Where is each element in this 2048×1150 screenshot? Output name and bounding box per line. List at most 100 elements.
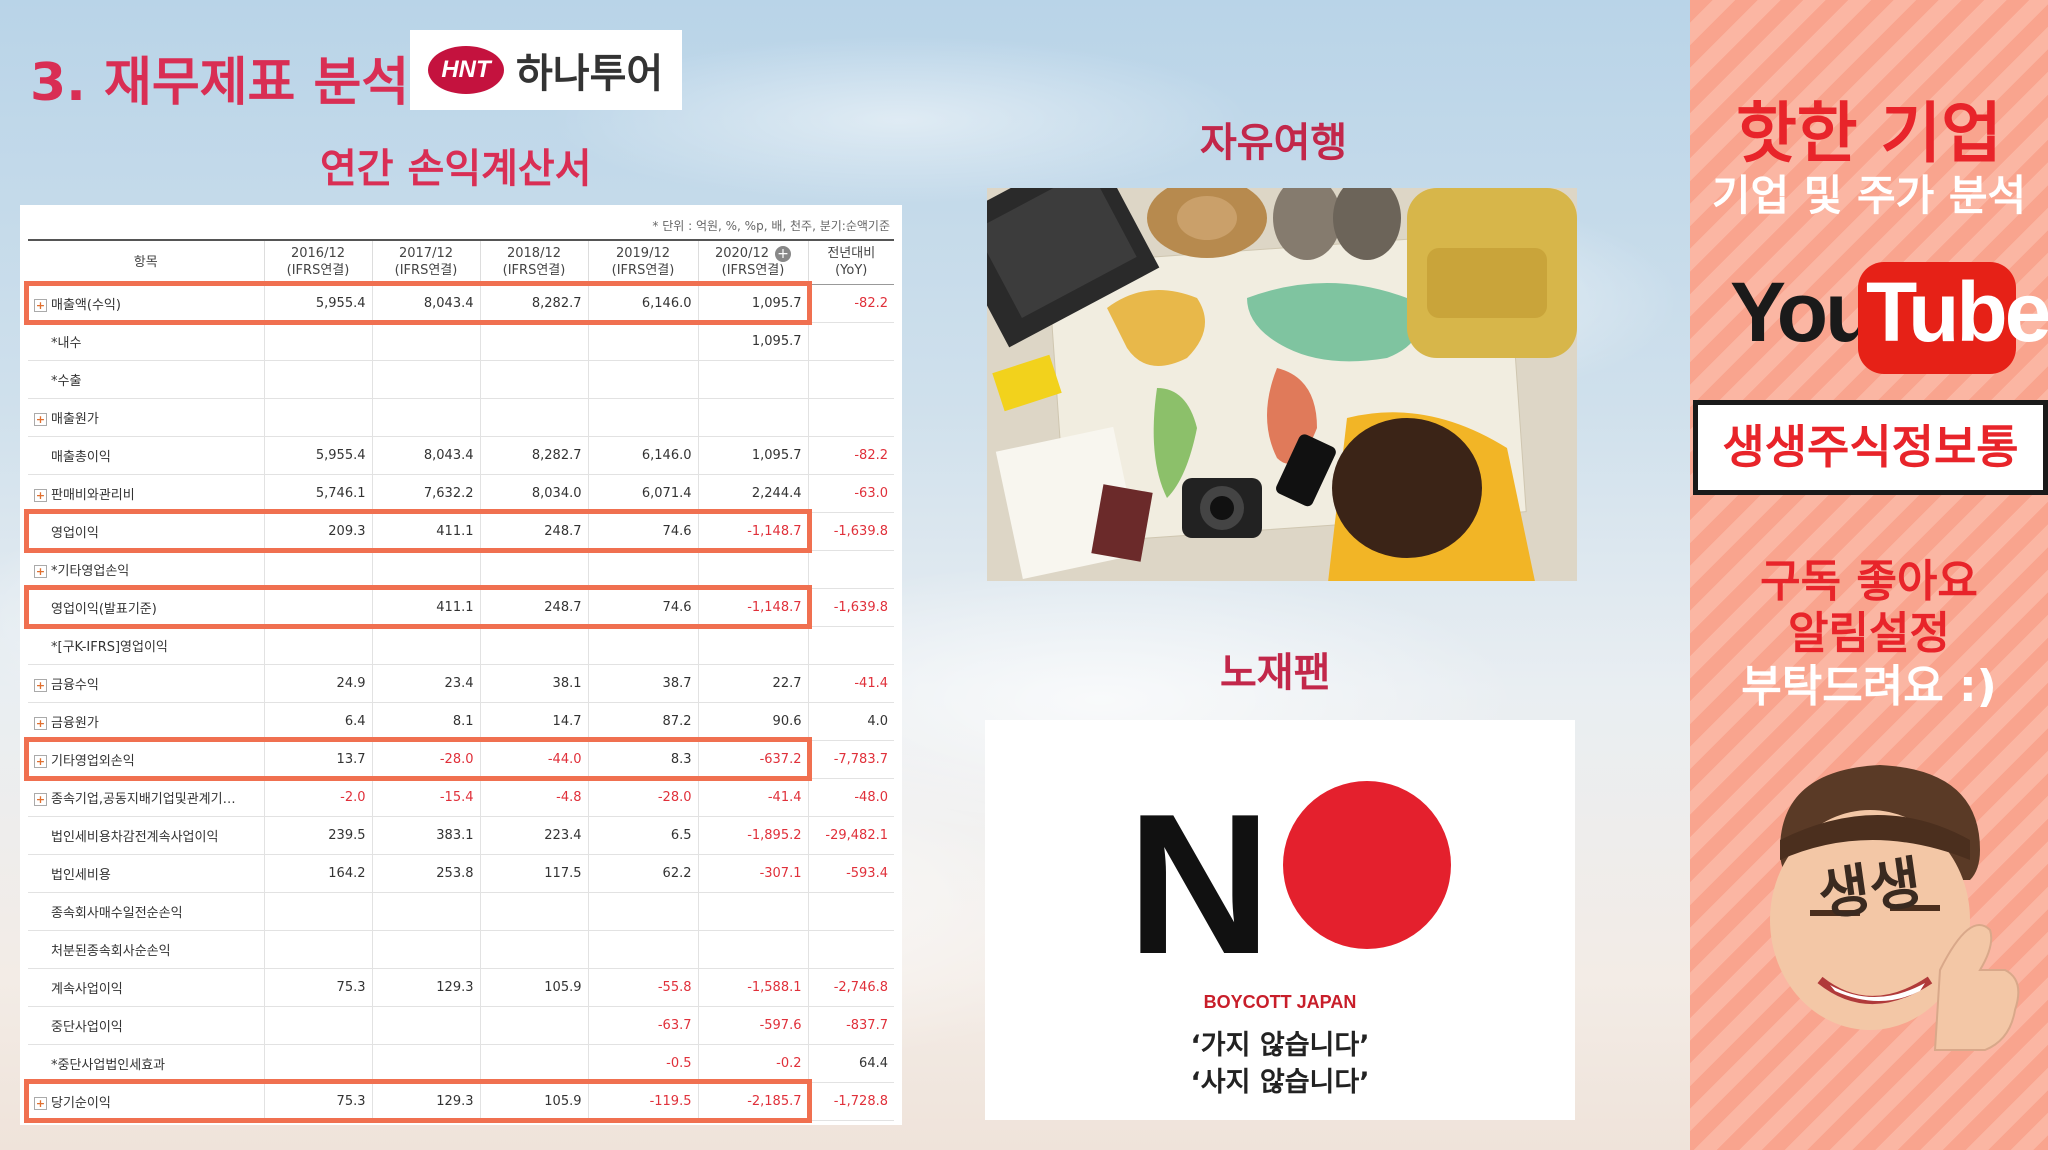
value-cell: -48.0 xyxy=(807,778,894,817)
column-header-line: 2017/12 xyxy=(398,246,453,262)
slogan-not-buying: ‘사지 않습니다’ xyxy=(1190,1067,1370,1098)
value-cell: 223.4 xyxy=(479,816,588,855)
value-cell: 74.6 xyxy=(587,588,698,627)
value-cell: 6,071.4 xyxy=(587,474,698,513)
income-statement-table: 항목 2016/12 (IFRS연결) 2017/12 (IFRS연결) 2018/12(… xyxy=(28,239,894,1121)
value-cell: 129.3 xyxy=(371,1082,480,1121)
row-label: 종속회사매수일전순손익 xyxy=(51,905,183,921)
table-row: 법인세비용차감전계속사업이익 239.5 383.1 223.4 6.5 -1,895.2… xyxy=(28,816,894,855)
travel-photo xyxy=(987,188,1577,581)
column-header: 2019/12 (IFRS연결) xyxy=(587,239,698,285)
row-label: 판매비와관리비 xyxy=(51,487,135,503)
value-cell xyxy=(479,1006,588,1045)
table-row: + 매출원가 xyxy=(28,398,894,437)
column-header-line: 2019/12 xyxy=(615,246,670,262)
expand-row-icon[interactable]: + xyxy=(34,716,47,730)
value-cell xyxy=(263,322,372,361)
column-header-line: (IFRS연결) xyxy=(286,263,350,279)
expand-row-icon[interactable]: + xyxy=(34,298,47,312)
expand-row-icon[interactable]: + xyxy=(34,412,47,426)
row-label-cell: + 종속기업,공동지배기업및관계기… xyxy=(28,778,264,817)
row-label-cell: 법인세비용차감전계속사업이익 xyxy=(28,816,264,855)
row-label: 금융원가 xyxy=(51,715,99,731)
value-cell: 6.4 xyxy=(263,702,372,741)
unit-note: * 단위 : 억원, %, %p, 배, 천주, 분기:순액기준 xyxy=(652,219,890,233)
value-cell xyxy=(807,322,894,361)
row-label-cell: *수출 xyxy=(28,360,264,399)
please-request-text: 부탁드려요 :) xyxy=(1741,661,1997,712)
table-row: 계속사업이익 75.3 129.3 105.9 -55.8 -1,588.1 -2,746.… xyxy=(28,968,894,1007)
row-label-cell: *내수 xyxy=(28,322,264,361)
expand-row-icon[interactable]: + xyxy=(34,488,47,502)
column-header: 2020/12 + (IFRS연결) xyxy=(697,239,808,285)
value-cell: -837.7 xyxy=(807,1006,894,1045)
value-cell: -119.5 xyxy=(587,1082,698,1121)
table-row: + 당기순이익 75.3 129.3 105.9 -119.5 -2,185.7 -1,728… xyxy=(28,1082,894,1121)
value-cell xyxy=(479,626,588,665)
value-cell: 6,146.0 xyxy=(587,284,698,323)
row-label: 계속사업이익 xyxy=(51,981,123,997)
column-header-line: 항목 xyxy=(133,254,158,270)
value-cell: 8.3 xyxy=(587,740,698,779)
channel-name: 생생주식정보통 xyxy=(1693,400,2048,495)
value-cell xyxy=(807,398,894,437)
row-label: *수출 xyxy=(51,373,82,389)
column-header-line: 전년대비 xyxy=(827,246,876,262)
value-cell: -1,588.1 xyxy=(697,968,808,1007)
value-cell: 8,034.0 xyxy=(479,474,588,513)
value-cell xyxy=(697,550,808,589)
value-cell: -1,895.2 xyxy=(697,816,808,855)
value-cell xyxy=(263,930,372,969)
value-cell: -28.0 xyxy=(371,740,480,779)
value-cell xyxy=(263,588,372,627)
value-cell: -82.2 xyxy=(807,436,894,475)
value-cell: -63.0 xyxy=(807,474,894,513)
column-header: 항목 xyxy=(28,239,264,285)
column-header: 전년대비 (YoY) xyxy=(807,239,894,285)
value-cell: -2,746.8 xyxy=(807,968,894,1007)
row-label-cell: + 판매비와관리비 xyxy=(28,474,264,513)
row-label: 법인세비용차감전계속사업이익 xyxy=(51,829,219,845)
expand-row-icon[interactable]: + xyxy=(34,754,47,768)
thumbs-up-avatar-icon: 생생 xyxy=(1770,765,2020,1051)
expand-row-icon[interactable]: + xyxy=(34,678,47,692)
value-cell: -29,482.1 xyxy=(807,816,894,855)
value-cell: 7,632.2 xyxy=(371,474,480,513)
add-column-icon[interactable]: + xyxy=(775,245,791,262)
value-cell: -1,148.7 xyxy=(697,588,808,627)
value-cell: 8,043.4 xyxy=(371,284,480,323)
value-cell xyxy=(263,626,372,665)
column-header: 2017/12 (IFRS연결) xyxy=(371,239,480,285)
row-label: 처분된종속회사순손익 xyxy=(51,943,171,959)
value-cell: -4.8 xyxy=(479,778,588,817)
expand-row-icon[interactable]: + xyxy=(34,792,47,806)
slogan-not-going: ‘가지 않습니다’ xyxy=(1190,1030,1370,1061)
value-cell: 90.6 xyxy=(697,702,808,741)
value-cell: 105.9 xyxy=(479,968,588,1007)
value-cell: -0.2 xyxy=(697,1044,808,1083)
value-cell xyxy=(587,322,698,361)
expand-row-icon[interactable]: + xyxy=(34,564,47,578)
value-cell: 209.3 xyxy=(263,512,372,551)
channel-sidebar: 핫한 기업 기업 및 주가 분석 You Tube 생생주식정보통 구독 좋아요… xyxy=(1690,0,2048,1150)
expand-row-icon[interactable]: + xyxy=(34,1096,47,1110)
value-cell: -2,185.7 xyxy=(697,1082,808,1121)
value-cell: -28.0 xyxy=(587,778,698,817)
table-row: + 금융원가 6.4 8.1 14.7 87.2 90.6 4.0 xyxy=(28,702,894,741)
value-cell: 253.8 xyxy=(371,854,480,893)
table-row: 영업이익(발표기준) 411.1 248.7 74.6 -1,148.7 -1,639.8 xyxy=(28,588,894,627)
column-header-line: (IFRS연결) xyxy=(394,263,458,279)
value-cell: -55.8 xyxy=(587,968,698,1007)
value-cell: 8.1 xyxy=(371,702,480,741)
red-circle-o xyxy=(1283,781,1451,949)
table-row: *수출 xyxy=(28,360,894,399)
value-cell: 5,955.4 xyxy=(263,284,372,323)
free-travel-title: 자유여행 xyxy=(1200,120,1348,166)
value-cell: 62.2 xyxy=(587,854,698,893)
value-cell: 117.5 xyxy=(479,854,588,893)
value-cell: 1,095.7 xyxy=(697,322,808,361)
table-row: 중단사업이익 -63.7 -597.6 -837.7 xyxy=(28,1006,894,1045)
value-cell xyxy=(263,1044,372,1083)
value-cell xyxy=(697,892,808,931)
value-cell xyxy=(371,550,480,589)
